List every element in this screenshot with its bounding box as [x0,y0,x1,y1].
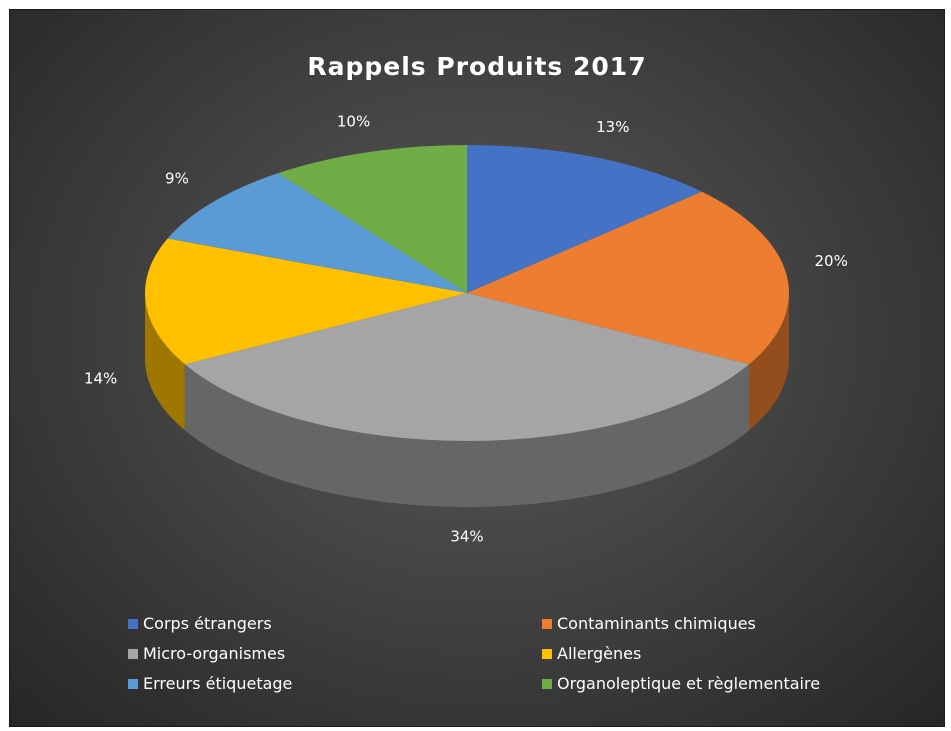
legend-swatch [128,679,138,689]
chart-area: Rappels Produits 2017 13% 20% 34% 14% 9% 10% … [9,9,945,727]
chart-legend: Corps étrangers Contaminants chimiques M… [10,10,944,726]
legend-item-allergenes: Allergènes [542,644,641,663]
legend-item-contaminants-chimiques: Contaminants chimiques [542,614,756,633]
legend-label: Contaminants chimiques [557,614,756,633]
legend-swatch [542,679,552,689]
legend-swatch [128,649,138,659]
legend-item-organoleptique: Organoleptique et règlementaire [542,674,820,693]
legend-swatch [542,619,552,629]
legend-item-micro-organismes: Micro-organismes [128,644,285,663]
legend-label: Organoleptique et règlementaire [557,674,820,693]
legend-label: Corps étrangers [143,614,272,633]
legend-label: Allergènes [557,644,641,663]
legend-swatch [542,649,552,659]
legend-label: Erreurs étiquetage [143,674,292,693]
legend-label: Micro-organismes [143,644,285,663]
legend-item-erreurs-etiquetage: Erreurs étiquetage [128,674,292,693]
legend-item-corps-etrangers: Corps étrangers [128,614,272,633]
legend-swatch [128,619,138,629]
